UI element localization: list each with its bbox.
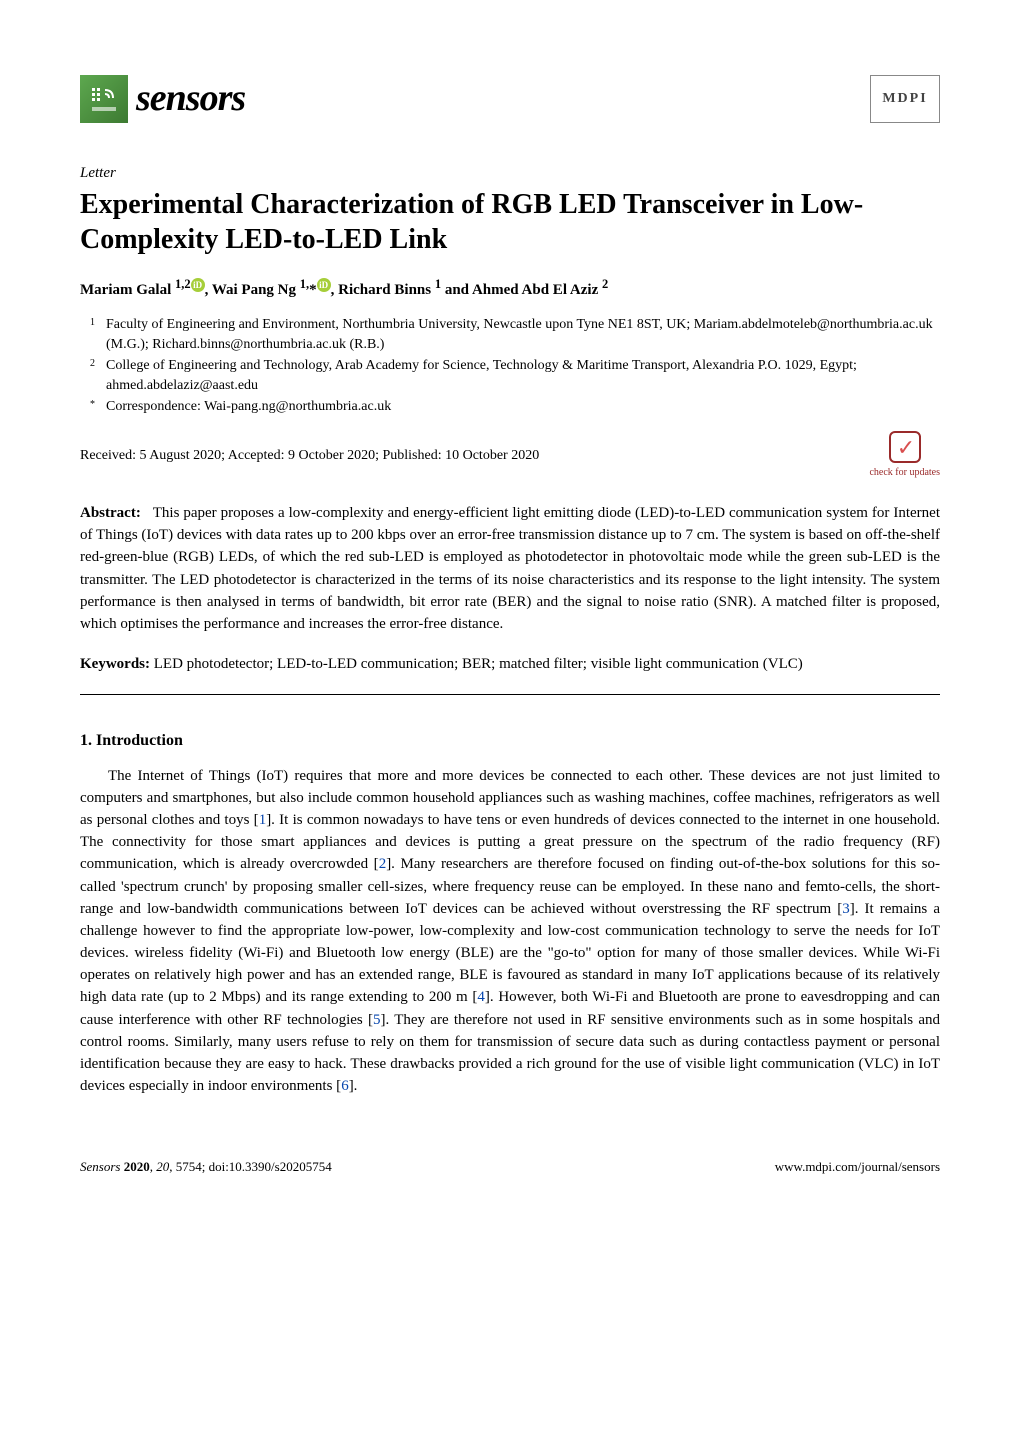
article-history: Received: 5 August 2020; Accepted: 9 Oct…: [80, 445, 539, 466]
article-type: Letter: [80, 162, 940, 185]
keywords-label: Keywords:: [80, 656, 150, 672]
publisher-logo: MDPI: [870, 75, 940, 123]
abstract-label: Abstract:: [80, 505, 141, 521]
intro-paragraph: The Internet of Things (IoT) requires th…: [80, 765, 940, 1098]
footer-volume: 20: [156, 1159, 169, 1174]
affiliation-row: * Correspondence: Wai-pang.ng@northumbri…: [106, 397, 940, 417]
footer-url[interactable]: www.mdpi.com/journal/sensors: [775, 1157, 940, 1177]
affiliation-number: 2: [90, 356, 106, 395]
divider: [80, 694, 940, 695]
author-list: Mariam Galal 1,2iD, Wai Pang Ng 1,*iD, R…: [80, 275, 940, 302]
page-header: sensors MDPI: [80, 70, 940, 127]
footer-year: 2020: [124, 1159, 150, 1174]
check-for-updates-badge[interactable]: check for updates: [869, 431, 940, 480]
journal-logo: sensors: [80, 70, 245, 127]
keywords-text: LED photodetector; LED-to-LED communicat…: [154, 656, 803, 672]
footer-journal: Sensors: [80, 1159, 120, 1174]
page-footer: Sensors 2020, 20, 5754; doi:10.3390/s202…: [80, 1157, 940, 1177]
affiliation-number: 1: [90, 315, 106, 354]
publisher-mark: MDPI: [882, 88, 927, 109]
abstract: Abstract: This paper proposes a low-comp…: [80, 502, 940, 635]
affiliations-block: 1 Faculty of Engineering and Environment…: [80, 315, 940, 417]
journal-name: sensors: [136, 70, 245, 127]
sensors-logo-icon: [80, 75, 128, 123]
section-heading: 1. Introduction: [80, 729, 940, 753]
check-updates-icon: [889, 431, 921, 463]
footer-url-link[interactable]: www.mdpi.com/journal/sensors: [775, 1159, 940, 1174]
affiliation-text: Correspondence: Wai-pang.ng@northumbria.…: [106, 397, 940, 417]
footer-article-number: 5754: [176, 1159, 202, 1174]
affiliation-text: Faculty of Engineering and Environment, …: [106, 315, 940, 354]
article-title: Experimental Characterization of RGB LED…: [80, 187, 940, 257]
keywords: Keywords: LED photodetector; LED-to-LED …: [80, 653, 940, 676]
footer-doi: doi:10.3390/s20205754: [209, 1159, 332, 1174]
affiliation-row: 1 Faculty of Engineering and Environment…: [106, 315, 940, 354]
footer-citation: Sensors 2020, 20, 5754; doi:10.3390/s202…: [80, 1157, 332, 1177]
abstract-text: This paper proposes a low-complexity and…: [80, 505, 940, 632]
history-row: Received: 5 August 2020; Accepted: 9 Oct…: [80, 431, 940, 480]
affiliation-number: *: [90, 397, 106, 417]
affiliation-text: College of Engineering and Technology, A…: [106, 356, 940, 395]
affiliation-row: 2 College of Engineering and Technology,…: [106, 356, 940, 395]
check-updates-label: check for updates: [869, 465, 940, 480]
